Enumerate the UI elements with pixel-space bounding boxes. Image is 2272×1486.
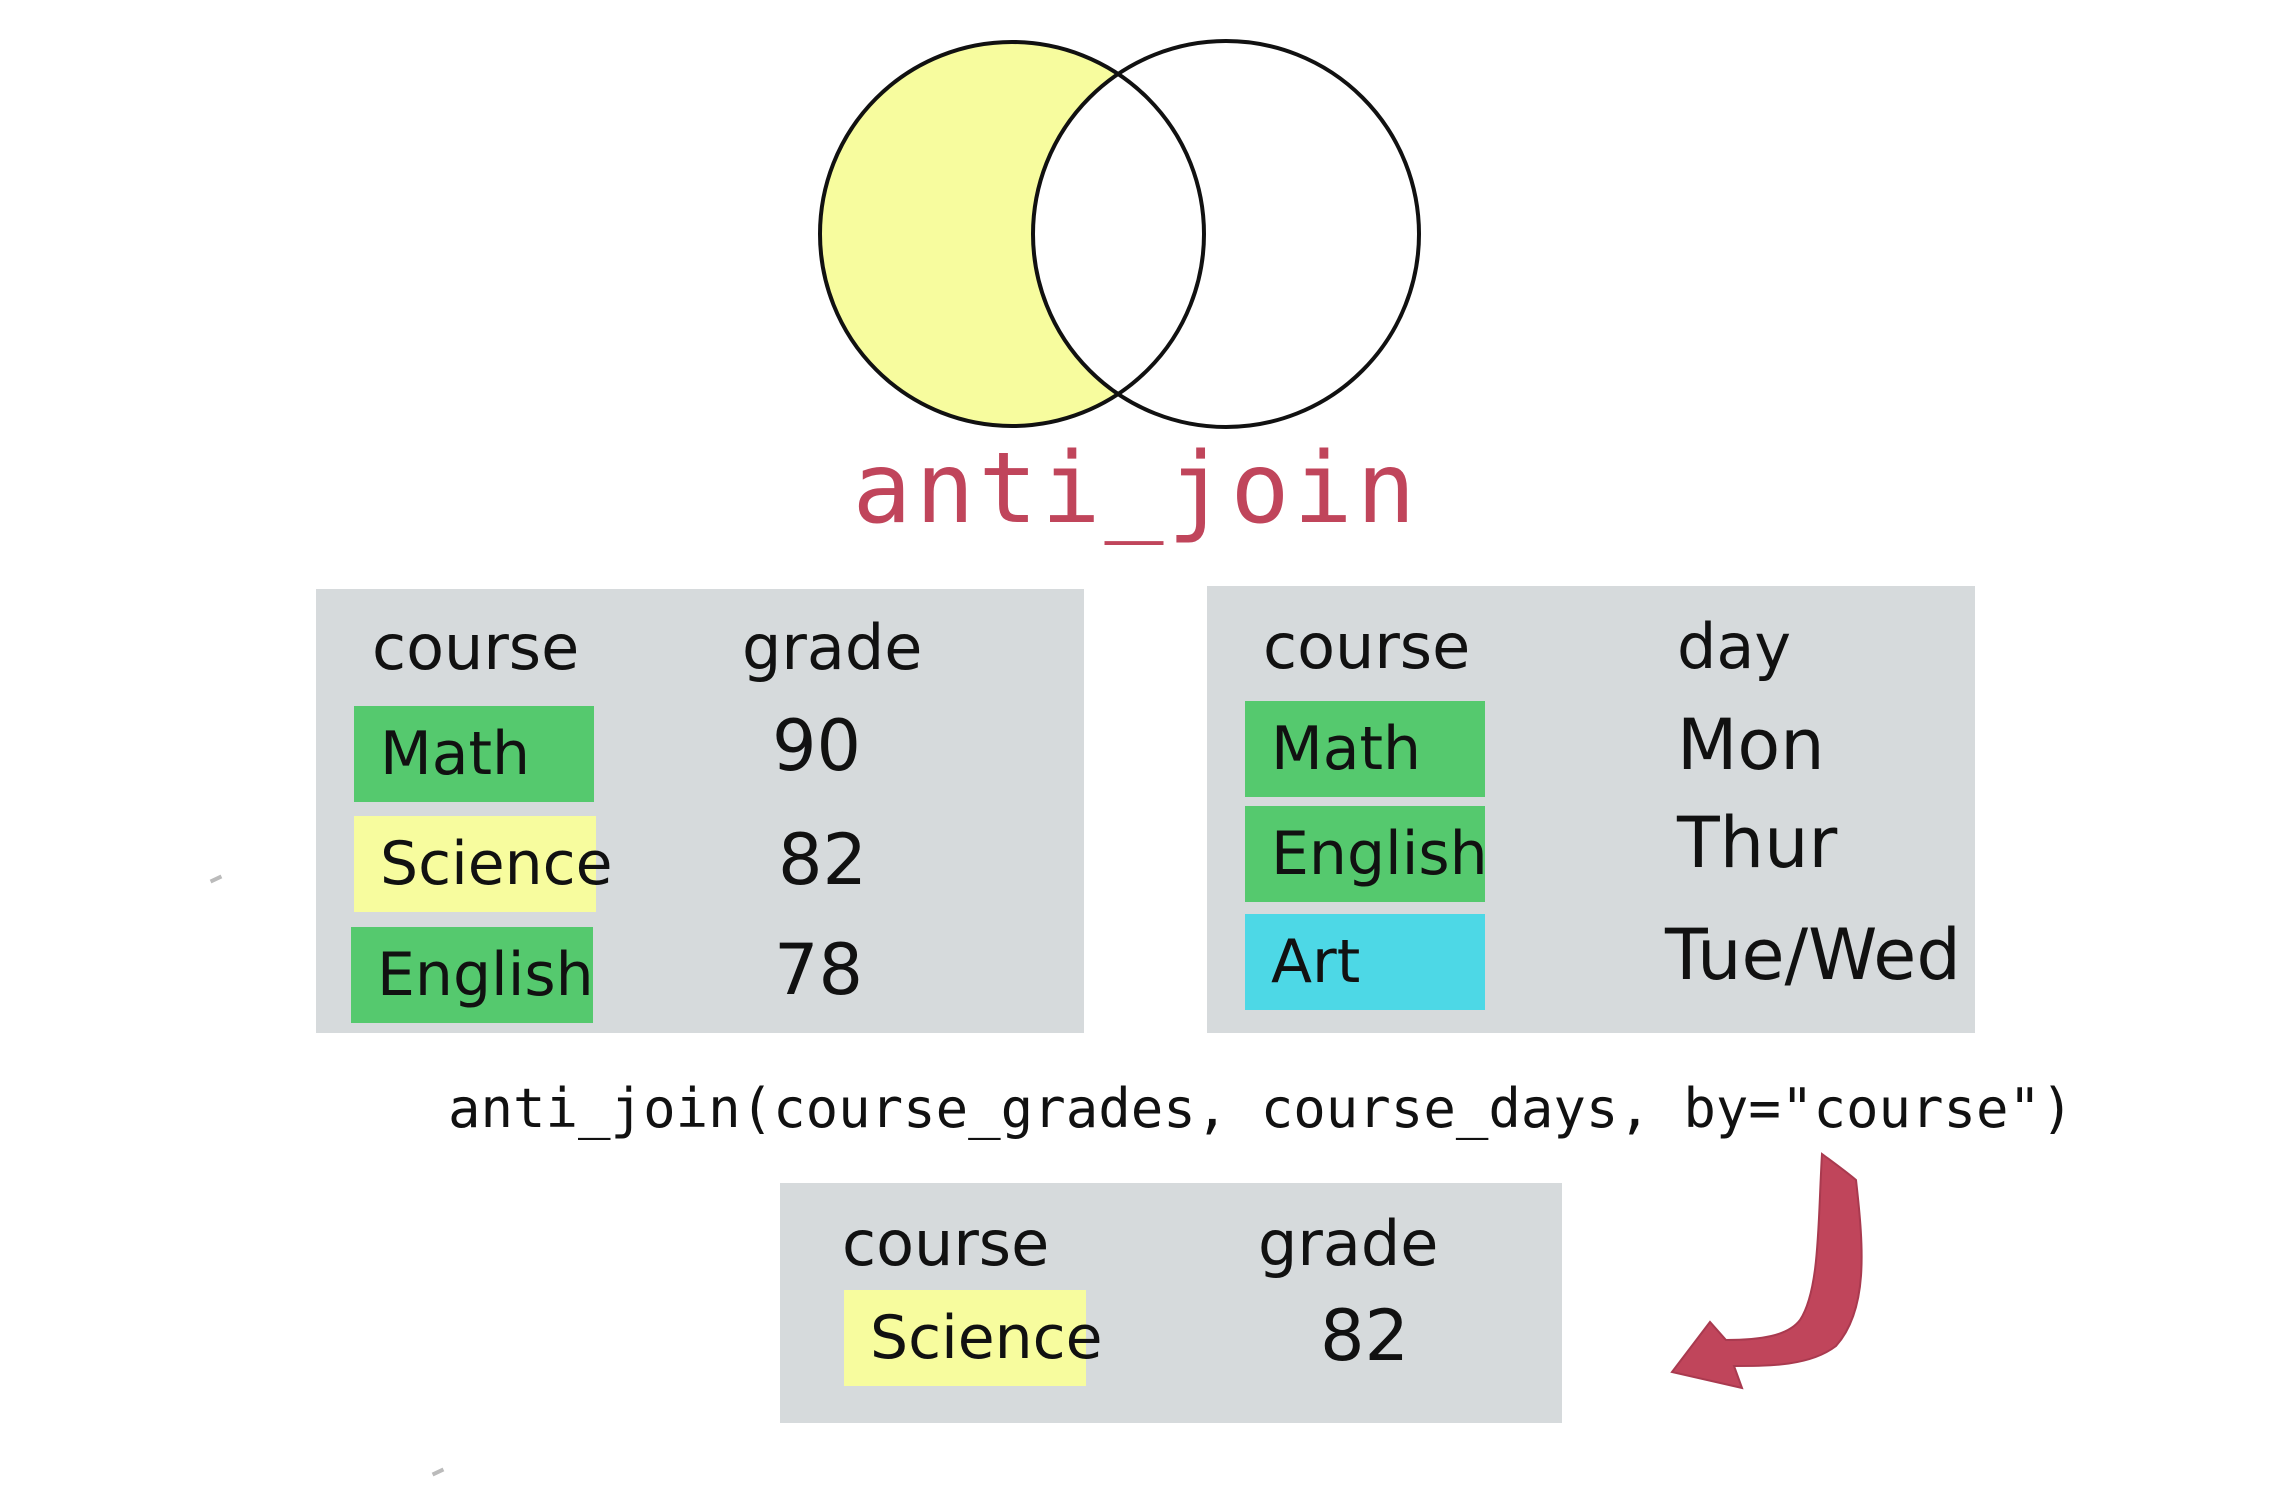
course-chip-math: Math <box>354 706 594 802</box>
chip-label: Science <box>380 829 613 899</box>
course-chip-english: English <box>1245 806 1488 902</box>
grade-value: 90 <box>772 705 862 787</box>
grade-value: 82 <box>1320 1295 1410 1377</box>
day-value: Tue/Wed <box>1665 914 1961 996</box>
stray-mark <box>431 1467 445 1477</box>
chip-label: Art <box>1271 927 1361 997</box>
stray-mark <box>209 874 223 884</box>
course-chip-english: English <box>351 927 594 1023</box>
col-header-course: course <box>842 1207 1050 1280</box>
col-header-grade: grade <box>742 611 923 684</box>
course-days-table: course day Math Mon English Thur Art Tue… <box>1207 586 1975 1033</box>
venn-diagram-icon <box>818 39 1421 429</box>
right-set-outline <box>1031 39 1421 429</box>
course-grades-table: course grade Math 90 Science 82 English … <box>316 589 1084 1033</box>
col-header-grade: grade <box>1258 1207 1439 1280</box>
course-chip-math: Math <box>1245 701 1485 797</box>
anti-join-code: anti_join(course_grades, course_days, by… <box>448 1077 2074 1140</box>
intersection-mask <box>1033 41 1419 427</box>
chip-label: English <box>1271 819 1488 889</box>
col-header-course: course <box>1263 610 1471 683</box>
col-header-course: course <box>372 611 580 684</box>
col-header-day: day <box>1677 610 1792 683</box>
left-set-outline <box>818 40 1206 428</box>
day-value: Thur <box>1677 802 1838 884</box>
chip-label: Science <box>870 1303 1103 1373</box>
course-chip-science: Science <box>354 816 613 912</box>
course-chip-science: Science <box>844 1290 1103 1386</box>
chip-label: Math <box>1271 714 1422 784</box>
grade-value: 78 <box>774 929 864 1011</box>
chip-label: Math <box>380 719 531 789</box>
result-table: course grade Science 82 <box>780 1183 1562 1423</box>
curved-arrow-icon <box>1670 1152 1863 1390</box>
course-chip-art: Art <box>1245 914 1485 1010</box>
day-value: Mon <box>1677 704 1825 786</box>
diagram-title: anti_join <box>852 432 1420 546</box>
chip-label: English <box>377 940 594 1010</box>
grade-value: 82 <box>778 819 868 901</box>
